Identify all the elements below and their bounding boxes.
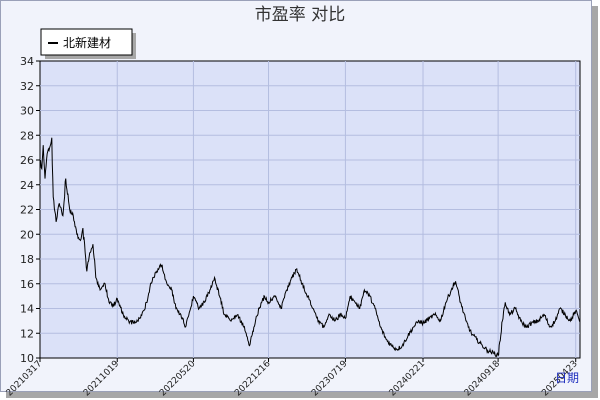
x-axis: 20210317 20211019 20220520 20221216 20230719… (5, 358, 580, 399)
series-line-beixin-jiancai (39, 137, 581, 358)
legend-label: 北新建材 (63, 35, 111, 50)
x-tick-label: 20230719 (310, 359, 350, 399)
x-tick-label: 20240918 (463, 359, 503, 399)
y-tick-label: 12 (20, 327, 34, 340)
y-tick-label: 14 (20, 303, 34, 316)
y-tick-label: 22 (20, 204, 34, 217)
chart-title: 市盈率 对比 (255, 5, 345, 25)
y-tick-label: 28 (20, 129, 34, 142)
series-layer (39, 137, 581, 358)
y-tick-label: 34 (20, 55, 34, 68)
y-tick-label: 18 (20, 253, 34, 266)
grid-lines (40, 61, 580, 358)
frame-shadow-bottom (6, 392, 598, 398)
y-tick-label: 10 (20, 352, 34, 365)
y-tick-label: 30 (20, 105, 34, 118)
y-tick-label: 20 (20, 228, 34, 241)
frame-shadow-right (592, 6, 598, 398)
x-tick-label: 20220520 (158, 359, 198, 399)
y-tick-label: 32 (20, 80, 34, 93)
y-tick-label: 24 (20, 179, 34, 192)
legend: 北新建材 (40, 28, 136, 59)
y-tick-label: 26 (20, 154, 34, 167)
y-axis: 10 12 14 16 18 20 22 24 26 28 30 32 34 (20, 55, 40, 365)
y-tick-label: 16 (20, 278, 34, 291)
x-axis-label: 日期 (555, 371, 579, 385)
x-tick-label: 20211019 (82, 359, 122, 399)
x-tick-label: 20240221 (388, 359, 427, 398)
x-tick-label: 20221216 (233, 359, 273, 399)
